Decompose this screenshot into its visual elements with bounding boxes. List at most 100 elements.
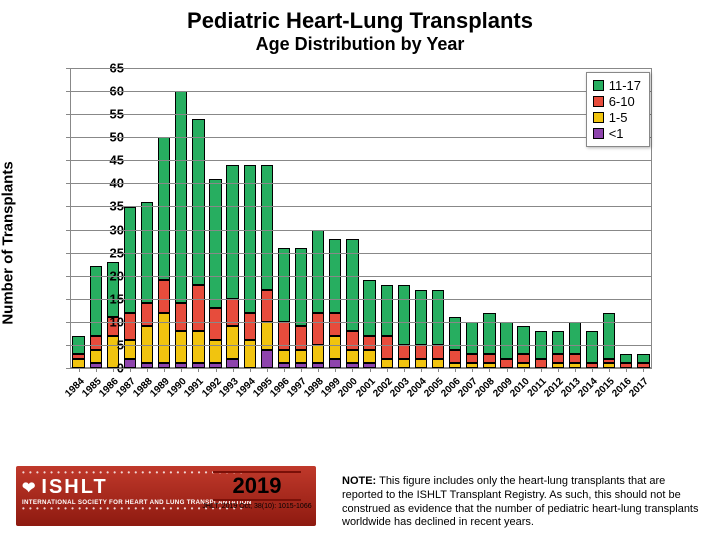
bar-segment: [517, 354, 529, 363]
legend-label: 11-17: [609, 78, 641, 93]
bar-segment: [312, 313, 324, 345]
x-tick-mark: [404, 368, 405, 372]
bar-segment: [124, 340, 136, 358]
gridline: [70, 183, 652, 184]
legend-item: 11-17: [593, 78, 641, 93]
legend-swatch: [593, 128, 604, 139]
bar-segment: [295, 326, 307, 349]
x-tick-mark: [609, 368, 610, 372]
bar: [141, 202, 153, 368]
bar-segment: [637, 354, 649, 363]
bar-segment: [124, 359, 136, 368]
year-box: 2019 JHLT. 2019 Oct; 38(10): 1015-1066: [190, 471, 324, 510]
bar-segment: [381, 336, 393, 359]
x-tick-mark: [455, 368, 456, 372]
bar-segment: [175, 303, 187, 331]
x-tick-mark: [216, 368, 217, 372]
bar-segment: [415, 359, 427, 368]
bar: [517, 326, 529, 368]
footnote: NOTE: This figure includes only the hear…: [342, 475, 706, 530]
legend-label: <1: [609, 126, 624, 141]
gridline: [70, 276, 652, 277]
bar: [637, 354, 649, 368]
bar: [72, 336, 84, 368]
bar-segment: [381, 359, 393, 368]
bar-segment: [278, 350, 290, 364]
gridline: [70, 160, 652, 161]
bar-segment: [175, 331, 187, 363]
bar: [552, 331, 564, 368]
bar-segment: [192, 119, 204, 285]
bar-segment: [192, 285, 204, 331]
bar: [398, 285, 410, 368]
gridline: [70, 322, 652, 323]
x-tick-mark: [267, 368, 268, 372]
x-tick-mark: [643, 368, 644, 372]
bar: [295, 248, 307, 368]
bar: [261, 165, 273, 368]
bar-segment: [398, 359, 410, 368]
gridline: [70, 368, 652, 369]
legend-item: 6-10: [593, 94, 641, 109]
bar-segment: [603, 313, 615, 359]
legend-label: 6-10: [609, 94, 635, 109]
bar: [329, 239, 341, 368]
bar-segment: [500, 322, 512, 359]
gridline: [70, 114, 652, 115]
x-tick-mark: [507, 368, 508, 372]
legend: 11-176-101-5<1: [586, 72, 650, 147]
x-tick-mark: [147, 368, 148, 372]
bar-segment: [226, 165, 238, 299]
chart: Number of Transplants 051015202530354045…: [20, 68, 660, 418]
bar-segment: [209, 308, 221, 340]
legend-label: 1-5: [609, 110, 628, 125]
bar: [278, 248, 290, 368]
chart-subtitle: Age Distribution by Year: [0, 34, 720, 55]
x-axis: 1984198519861987198819891990199119921993…: [70, 370, 652, 418]
x-tick-mark: [592, 368, 593, 372]
legend-swatch: [593, 96, 604, 107]
x-tick-mark: [626, 368, 627, 372]
x-tick-mark: [472, 368, 473, 372]
x-tick-mark: [198, 368, 199, 372]
citation: JHLT. 2019 Oct; 38(10): 1015-1066: [190, 503, 324, 510]
bar-segment: [535, 359, 547, 368]
gridline: [70, 137, 652, 138]
bar-segment: [569, 354, 581, 363]
bar: [449, 317, 461, 368]
bar-segment: [398, 285, 410, 345]
bar: [346, 239, 358, 368]
bar: [124, 207, 136, 369]
gridline: [70, 230, 652, 231]
chart-title: Pediatric Heart-Lung Transplants: [0, 0, 720, 34]
bar-segment: [449, 350, 461, 364]
bar-segment: [175, 91, 187, 303]
bar-segment: [312, 345, 324, 363]
x-tick-mark: [335, 368, 336, 372]
bar-segment: [209, 179, 221, 308]
x-tick-mark: [558, 368, 559, 372]
bar-segment: [569, 322, 581, 354]
x-tick-mark: [130, 368, 131, 372]
x-tick-mark: [113, 368, 114, 372]
gridline: [70, 68, 652, 69]
bar-segment: [586, 331, 598, 363]
bar: [432, 290, 444, 368]
x-tick-mark: [524, 368, 525, 372]
bar: [363, 280, 375, 368]
bar-segment: [158, 280, 170, 312]
bar-segment: [466, 322, 478, 354]
year: 2019: [213, 471, 302, 501]
bar-segment: [466, 354, 478, 363]
gridline: [70, 253, 652, 254]
bar-segment: [329, 313, 341, 336]
x-tick-mark: [438, 368, 439, 372]
heart-icon: ❤: [22, 478, 37, 498]
bar-segment: [72, 359, 84, 368]
y-axis-label: Number of Transplants: [0, 161, 17, 324]
bar-segment: [329, 336, 341, 359]
legend-item: 1-5: [593, 110, 641, 125]
bar-segment: [226, 326, 238, 358]
bar-segment: [226, 359, 238, 368]
gridline: [70, 206, 652, 207]
